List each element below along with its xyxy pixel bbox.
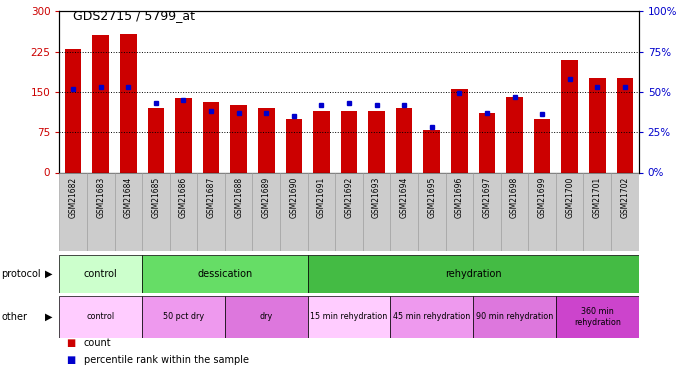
Text: control: control [87,312,114,321]
Text: GSM21697: GSM21697 [482,177,491,218]
Bar [528,172,556,251]
Bar [584,172,611,251]
Bar [390,172,418,251]
Bar [424,129,440,172]
Bar [589,78,606,172]
Bar [203,102,219,172]
Text: other: other [1,312,27,322]
Text: count: count [84,338,112,348]
Bar [59,296,142,338]
Text: rehydration: rehydration [445,269,501,279]
Text: 360 min
rehydration: 360 min rehydration [574,307,621,327]
Text: dry: dry [260,312,273,321]
Text: GSM21682: GSM21682 [68,177,77,218]
Bar [479,113,495,172]
Bar [253,172,280,251]
Bar [473,172,500,251]
Bar [170,172,198,251]
Text: GSM21698: GSM21698 [510,177,519,218]
Bar [451,89,468,172]
Bar [308,296,390,338]
Text: GSM21699: GSM21699 [537,177,547,218]
Bar [556,296,639,338]
Text: dessication: dessication [198,269,253,279]
Text: GSM21692: GSM21692 [345,177,353,218]
Text: GSM21686: GSM21686 [179,177,188,218]
Text: 45 min rehydration: 45 min rehydration [393,312,470,321]
Text: GSM21687: GSM21687 [207,177,216,218]
Bar [59,255,142,292]
Text: 15 min rehydration: 15 min rehydration [311,312,387,321]
Text: ▶: ▶ [45,269,52,279]
Text: GSM21695: GSM21695 [427,177,436,218]
Text: GSM21684: GSM21684 [124,177,133,218]
Text: GSM21685: GSM21685 [151,177,161,218]
Text: percentile rank within the sample: percentile rank within the sample [84,355,248,365]
Bar [611,172,639,251]
Text: ■: ■ [66,355,75,365]
Text: 90 min rehydration: 90 min rehydration [476,312,553,321]
Text: GSM21700: GSM21700 [565,177,574,218]
Bar [616,78,633,172]
Text: GSM21696: GSM21696 [455,177,464,218]
Text: protocol: protocol [1,269,41,279]
Text: control: control [84,269,117,279]
Bar [285,119,302,172]
Bar [369,111,385,172]
Bar [147,108,164,172]
Bar [390,296,473,338]
Text: GSM21690: GSM21690 [290,177,298,218]
Text: GSM21694: GSM21694 [400,177,408,218]
Text: GSM21691: GSM21691 [317,177,326,218]
Bar [142,255,308,292]
Bar [418,172,445,251]
Text: GSM21688: GSM21688 [234,177,243,218]
Bar [335,172,363,251]
Bar [308,172,335,251]
Bar [258,108,274,172]
Bar [506,97,523,172]
Text: ▶: ▶ [45,312,52,322]
Bar [445,172,473,251]
Bar [473,296,556,338]
Bar [198,172,225,251]
Bar [65,49,82,172]
Text: GSM21702: GSM21702 [621,177,630,218]
Text: GSM21683: GSM21683 [96,177,105,218]
Bar [308,255,639,292]
Text: 50 pct dry: 50 pct dry [163,312,204,321]
Bar [230,105,247,172]
Text: GSM21701: GSM21701 [593,177,602,218]
Text: GSM21693: GSM21693 [372,177,381,218]
Bar [363,172,390,251]
Bar [114,172,142,251]
Bar [87,172,114,251]
Bar [500,172,528,251]
Bar [561,60,578,172]
Bar [175,98,192,172]
Bar [341,111,357,172]
Text: GDS2715 / 5799_at: GDS2715 / 5799_at [73,9,195,22]
Text: ■: ■ [66,338,75,348]
Bar [396,108,413,172]
Bar [142,172,170,251]
Bar [225,296,308,338]
Bar [142,296,225,338]
Bar [280,172,308,251]
Bar [313,111,329,172]
Bar [120,34,137,172]
Text: GSM21689: GSM21689 [262,177,271,218]
Bar [59,172,87,251]
Bar [534,119,551,172]
Bar [556,172,584,251]
Bar [92,36,109,172]
Bar [225,172,253,251]
